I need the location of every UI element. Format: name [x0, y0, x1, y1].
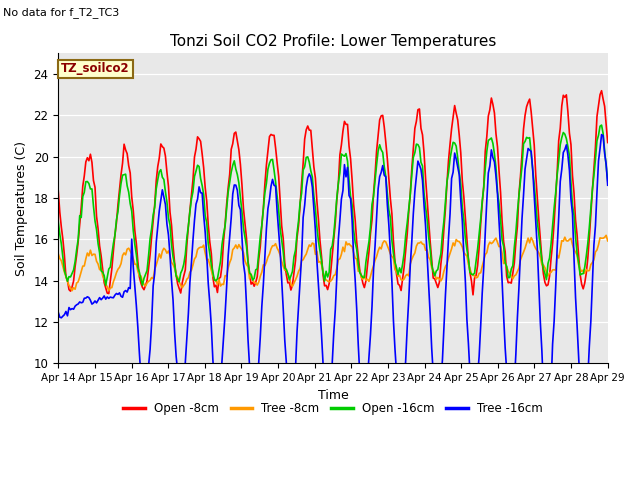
Tree -16cm — [54, 310, 62, 315]
Tree -8cm — [575, 262, 582, 268]
Tree -8cm — [124, 246, 131, 252]
Tree -8cm — [238, 247, 246, 252]
Text: TZ_soilco2: TZ_soilco2 — [61, 62, 130, 75]
Open -16cm — [122, 171, 129, 177]
Open -16cm — [247, 272, 255, 277]
Text: No data for f_T2_TC3: No data for f_T2_TC3 — [3, 7, 120, 18]
Open -16cm — [598, 122, 605, 128]
Open -16cm — [220, 231, 227, 237]
Open -8cm — [598, 88, 605, 94]
Line: Tree -8cm: Tree -8cm — [58, 235, 608, 291]
Open -16cm — [296, 200, 304, 205]
Y-axis label: Soil Temperatures (C): Soil Temperatures (C) — [15, 141, 28, 276]
Tree -16cm — [246, 363, 253, 369]
Open -8cm — [575, 252, 582, 258]
Open -16cm — [54, 218, 62, 224]
Title: Tonzi Soil CO2 Profile: Lower Temperatures: Tonzi Soil CO2 Profile: Lower Temperatur… — [170, 34, 496, 49]
Tree -16cm — [598, 132, 605, 137]
Tree -8cm — [602, 232, 610, 238]
Tree -8cm — [105, 288, 113, 294]
Open -8cm — [294, 223, 302, 228]
Tree -8cm — [54, 251, 62, 257]
Open -8cm — [604, 140, 612, 145]
Tree -16cm — [575, 353, 582, 359]
Open -16cm — [139, 282, 147, 288]
Tree -16cm — [604, 182, 612, 188]
Line: Open -16cm: Open -16cm — [58, 125, 608, 285]
Open -8cm — [54, 188, 62, 194]
Open -8cm — [218, 263, 226, 268]
Tree -8cm — [247, 271, 255, 277]
X-axis label: Time: Time — [317, 389, 348, 402]
Open -8cm — [469, 292, 477, 298]
Tree -16cm — [294, 303, 302, 309]
Tree -8cm — [220, 282, 227, 288]
Tree -8cm — [604, 238, 612, 244]
Open -8cm — [246, 271, 253, 276]
Tree -16cm — [508, 416, 515, 421]
Tree -16cm — [218, 357, 226, 363]
Tree -16cm — [237, 207, 244, 213]
Legend: Open -8cm, Tree -8cm, Open -16cm, Tree -16cm: Open -8cm, Tree -8cm, Open -16cm, Tree -… — [118, 397, 547, 420]
Open -8cm — [237, 161, 244, 167]
Tree -16cm — [122, 288, 129, 293]
Tree -8cm — [296, 265, 304, 271]
Open -16cm — [238, 209, 246, 215]
Open -8cm — [122, 147, 129, 153]
Open -16cm — [604, 178, 612, 183]
Line: Tree -16cm: Tree -16cm — [58, 134, 608, 419]
Open -16cm — [575, 260, 582, 265]
Line: Open -8cm: Open -8cm — [58, 91, 608, 295]
